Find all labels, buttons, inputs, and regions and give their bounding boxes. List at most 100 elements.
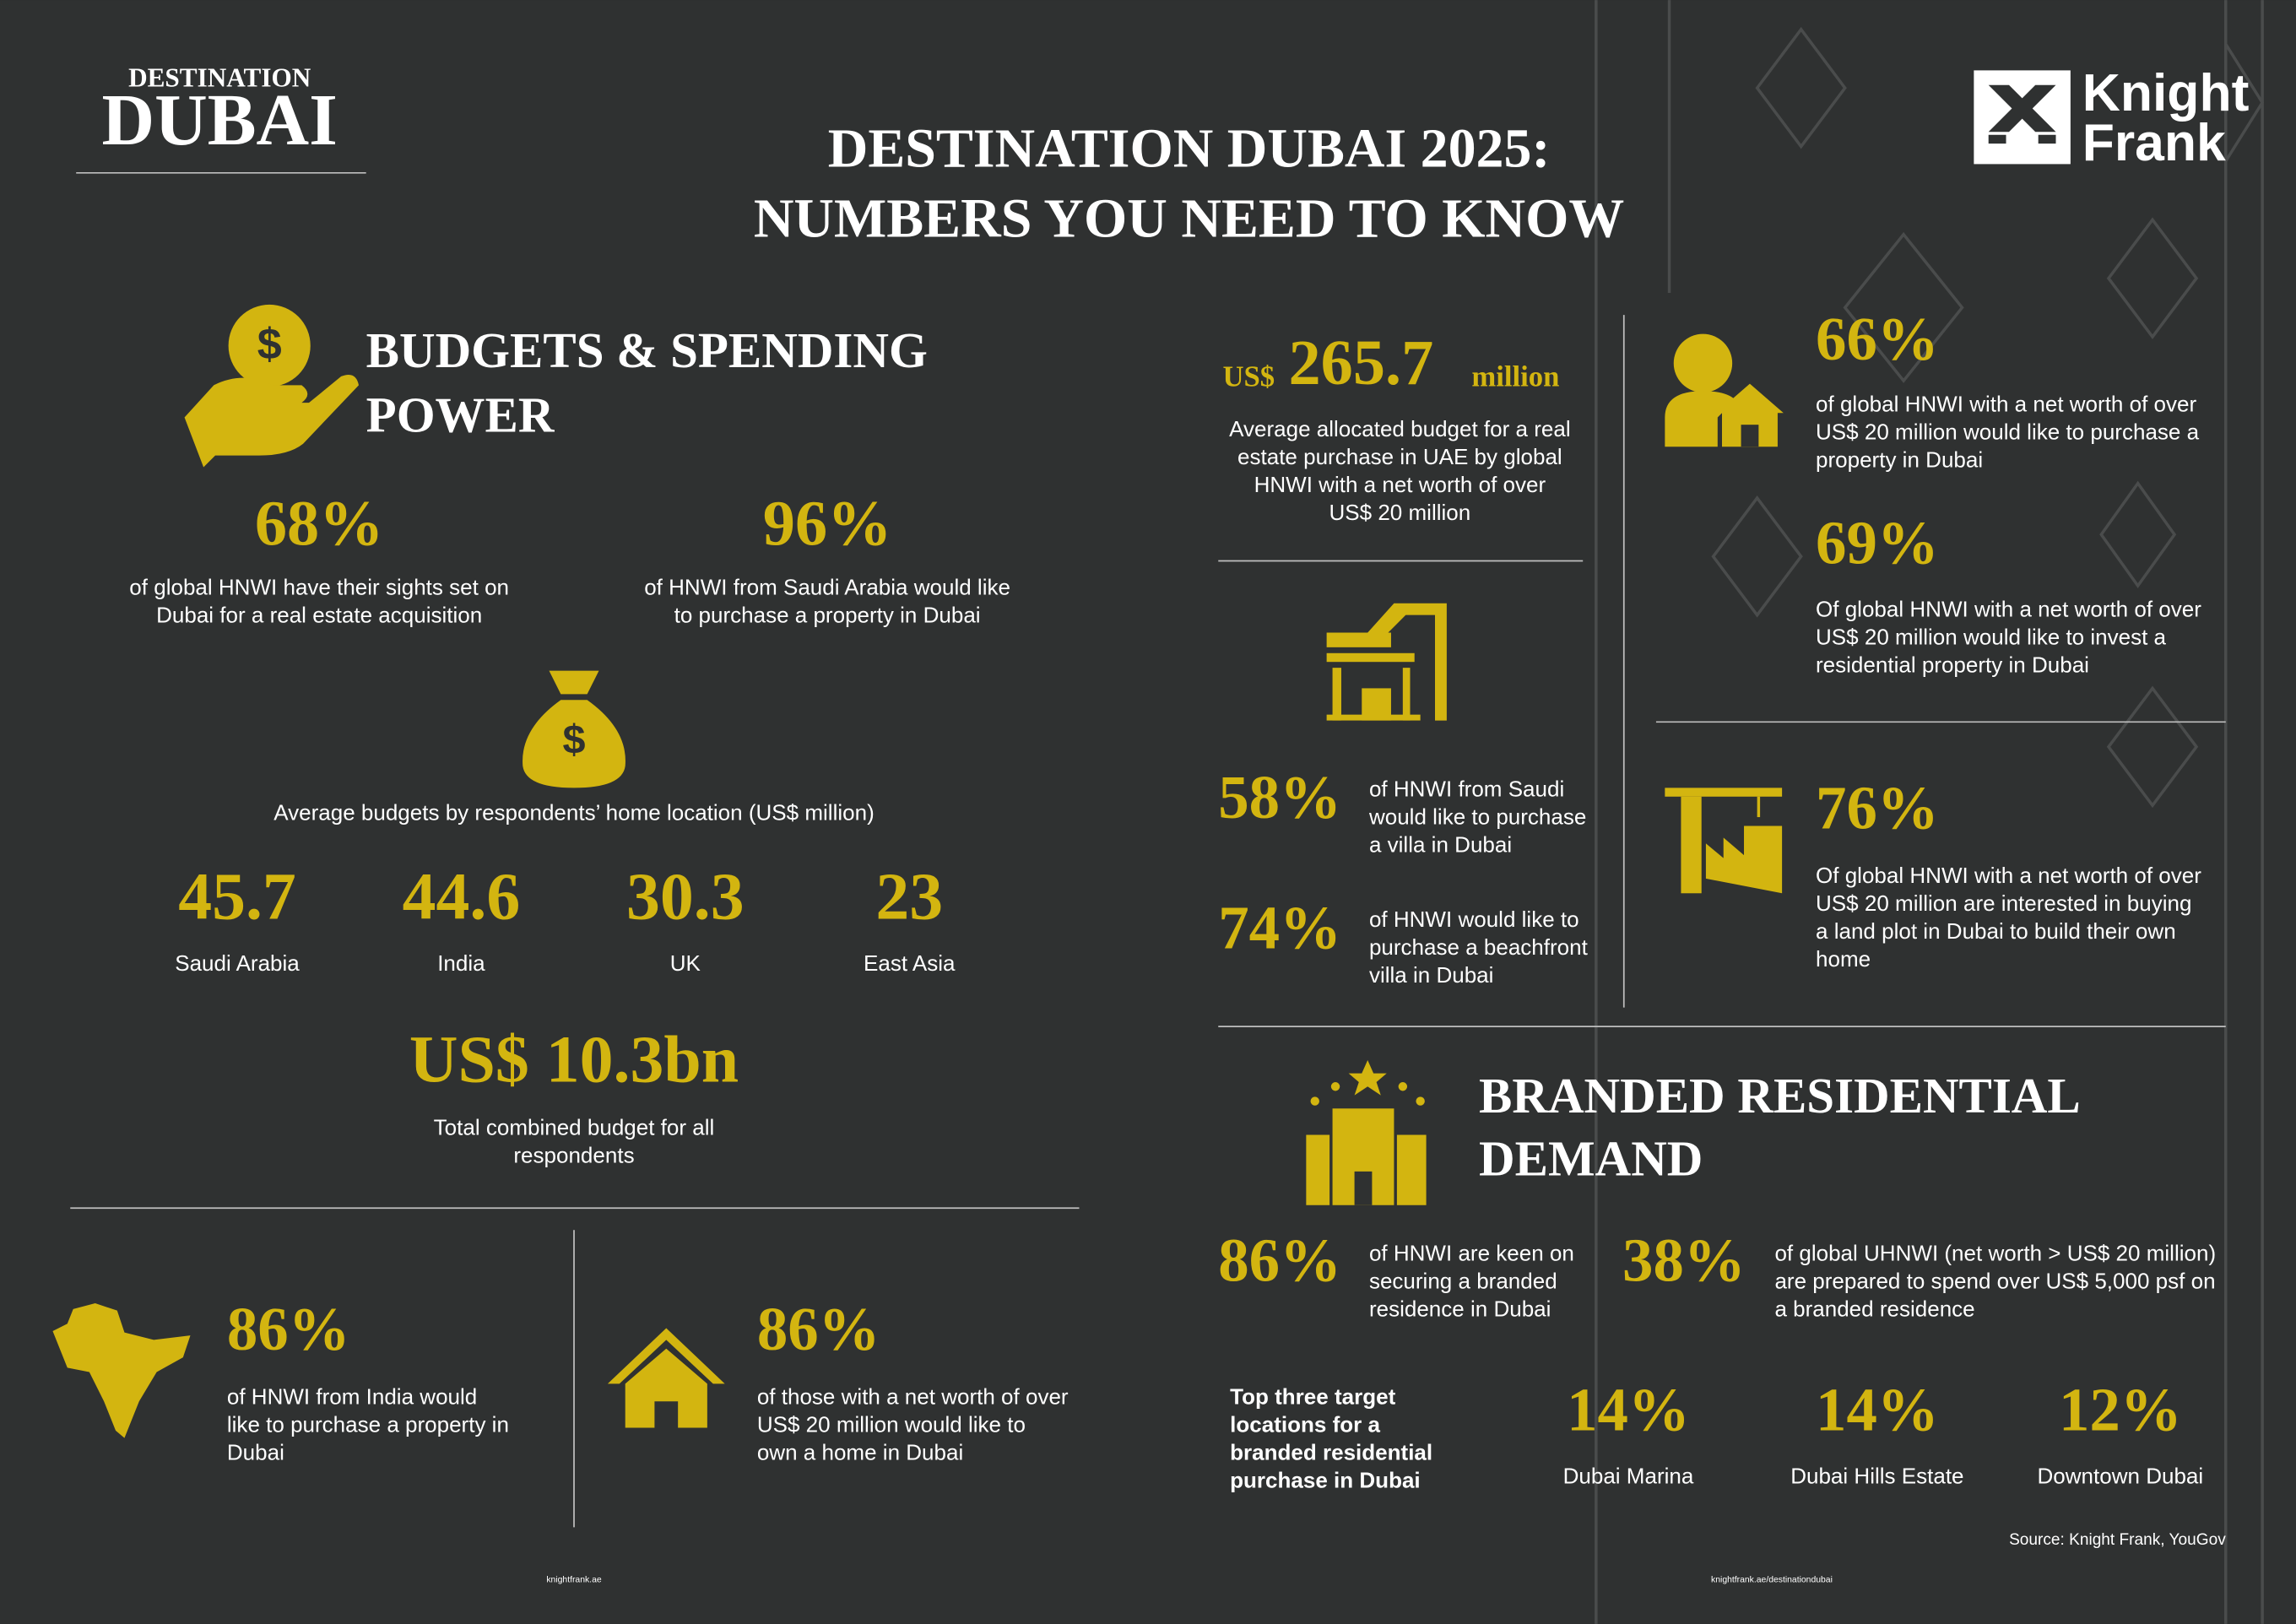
section-heading: POWER: [366, 387, 555, 443]
stat-text: residence in Dubai: [1369, 1296, 1551, 1322]
stat-text: of global HNWI have their sights set on: [129, 574, 509, 599]
stat-text: residential property in Dubai: [1816, 652, 2089, 677]
allocated-text: Average allocated budget for a real: [1229, 416, 1571, 441]
page-title: NUMBERS YOU NEED TO KNOW: [754, 188, 1624, 250]
stat-text: US$ 20 million would like to purchase a: [1816, 419, 2200, 444]
source-note: Source: Knight Frank, YouGov: [2009, 1531, 2226, 1549]
budget-location: East Asia: [864, 950, 956, 976]
stat-text: purchase a beachfront: [1369, 934, 1589, 960]
section-heading: BUDGETS & SPENDING: [366, 322, 928, 378]
section-heading: DEMAND: [1479, 1131, 1703, 1187]
svg-text:$: $: [257, 320, 282, 369]
person-house-icon: [1665, 333, 1784, 447]
stat-text: a land plot in Dubai to build their own: [1816, 918, 2176, 944]
stat-text: property in Dubai: [1816, 447, 1983, 472]
stat-text: would like to purchase: [1368, 804, 1586, 830]
stat-text: to purchase a property in Dubai: [674, 602, 981, 627]
stat-value: 68%: [255, 488, 384, 560]
stat-text: a villa in Dubai: [1369, 832, 1512, 858]
allocated-prefix: US$: [1222, 360, 1275, 392]
stat-text: own a home in Dubai: [757, 1440, 963, 1465]
allocated-text: US$ 20 million: [1329, 500, 1471, 525]
top-three-label: branded residential: [1230, 1440, 1432, 1465]
budget-value: 30.3: [626, 860, 745, 934]
allocated-text: estate purchase in UAE by global: [1237, 444, 1562, 469]
stat-text: like to purchase a property in: [227, 1412, 509, 1437]
stat-value: 74%: [1218, 894, 1341, 962]
stat-text: of HNWI are keen on: [1369, 1241, 1574, 1266]
location-name: Downtown Dubai: [2038, 1463, 2204, 1488]
stat-text: Dubai: [227, 1440, 284, 1465]
stat-text: of global HNWI with a net worth of over: [1816, 391, 2196, 416]
construction-icon: [1665, 788, 1783, 894]
budget-location: India: [437, 950, 485, 976]
india-map-icon: [52, 1302, 191, 1438]
stat-value: 76%: [1816, 773, 1939, 842]
stat-text: securing a branded: [1369, 1269, 1557, 1294]
allocated-value: 265.7: [1289, 327, 1434, 398]
stat-text: US$ 20 million are interested in buying: [1816, 890, 2191, 916]
branded-building-icon: [1306, 1060, 1427, 1205]
location-name: Dubai Hills Estate: [1790, 1463, 1963, 1488]
company-name: Frank: [2082, 113, 2226, 172]
budget-location: Saudi Arabia: [175, 950, 300, 976]
stat-value: 38%: [1622, 1226, 1746, 1294]
stat-value: 69%: [1816, 508, 1939, 577]
stat-value: 86%: [227, 1295, 350, 1363]
top-three-label: locations for a: [1230, 1412, 1380, 1437]
stat-value: 86%: [1218, 1226, 1341, 1294]
budget-value: 45.7: [178, 860, 296, 934]
brand-series: DESTINATION: [128, 63, 311, 93]
allocated-suffix: million: [1471, 360, 1559, 392]
location-value: 14%: [1567, 1375, 1690, 1443]
stat-text: Of global HNWI with a net worth of over: [1816, 596, 2201, 621]
stat-text: of those with a net worth of over: [757, 1384, 1069, 1410]
villa-icon: [1326, 603, 1447, 721]
stat-text: US$ 20 million would like to: [757, 1412, 1026, 1437]
hand-coin-icon: $: [184, 304, 359, 468]
stat-text: villa in Dubai: [1369, 962, 1494, 988]
footer-url: knightfrank.ae: [546, 1576, 601, 1585]
stat-text: a branded residence: [1774, 1296, 1974, 1322]
stat-text: of HNWI from India would: [227, 1384, 477, 1410]
stat-text: are prepared to spend over US$ 5,000 psf…: [1774, 1269, 2215, 1294]
stat-text: of HNWI would like to: [1369, 907, 1579, 932]
stat-value: 66%: [1816, 305, 1939, 373]
stat-text: Of global HNWI with a net worth of over: [1816, 863, 2201, 888]
budget-value: 44.6: [403, 860, 521, 934]
stat-text: Dubai for a real estate acquisition: [156, 602, 482, 627]
total-value: US$ 10.3bn: [409, 1022, 739, 1096]
page-title: DESTINATION DUBAI 2025:: [828, 117, 1551, 179]
stat-value: 96%: [763, 488, 892, 560]
location-name: Dubai Marina: [1563, 1463, 1694, 1488]
money-bag-icon: $: [523, 670, 625, 788]
caption: Average budgets by respondents’ home loc…: [273, 799, 875, 825]
knight-frank-logo-mark: [1974, 70, 2071, 165]
stat-text: of HNWI from Saudi Arabia would like: [644, 574, 1010, 599]
stat-text: of global UHNWI (net worth > US$ 20 mill…: [1774, 1241, 2216, 1266]
budget-value: 23: [875, 860, 943, 934]
stat-value: 58%: [1218, 763, 1341, 831]
total-text: respondents: [513, 1142, 634, 1167]
house-icon: [607, 1328, 725, 1428]
stat-value: 86%: [757, 1295, 880, 1363]
top-three-label: Top three target: [1230, 1384, 1395, 1410]
section-heading: BRANDED RESIDENTIAL: [1479, 1068, 2081, 1123]
company-name: Knight: [2082, 63, 2250, 122]
stat-text: US$ 20 million would like to invest a: [1816, 624, 2167, 649]
footer-url: knightfrank.ae/destinationdubai: [1711, 1576, 1833, 1585]
stat-text: home: [1816, 946, 1871, 972]
location-value: 14%: [1816, 1375, 1939, 1443]
budget-location: UK: [670, 950, 701, 976]
svg-text:$: $: [562, 717, 585, 762]
top-three-label: purchase in Dubai: [1230, 1467, 1421, 1492]
allocated-text: HNWI with a net worth of over: [1254, 472, 1546, 497]
stat-text: of HNWI from Saudi: [1369, 777, 1564, 802]
total-text: Total combined budget for all: [434, 1114, 715, 1140]
background-pattern: [1595, 0, 2265, 1624]
location-value: 12%: [2059, 1375, 2182, 1443]
brand-name: DUBAI: [101, 79, 337, 160]
